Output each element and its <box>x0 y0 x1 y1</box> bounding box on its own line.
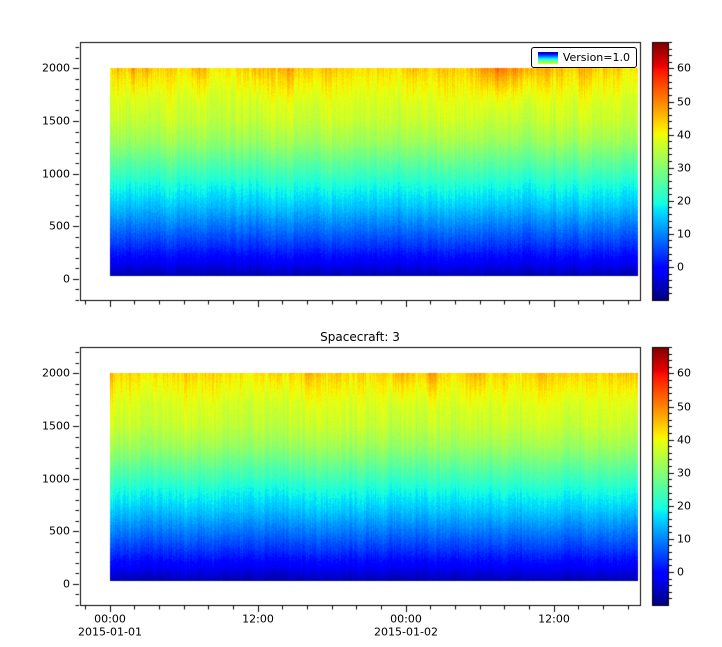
colormap-swatch-icon <box>537 51 558 64</box>
y-tick-label: 1500 <box>42 419 70 433</box>
colorbar-tick-label: 10 <box>677 227 691 241</box>
x-tick-label: 00:00 <box>94 612 126 626</box>
legend: Version=1.0 <box>530 47 637 68</box>
y-tick-label: 2000 <box>42 61 70 75</box>
colorbar-tick-label: 0 <box>677 565 684 579</box>
y-tick-label: 1500 <box>42 114 70 128</box>
colorbar-tick-label: 40 <box>677 128 691 142</box>
colorbar-tick-label: 30 <box>677 161 691 175</box>
x-date-label: 2015-01-01 <box>78 625 142 639</box>
y-tick-label: 0 <box>63 272 70 286</box>
y-tick-label: 1000 <box>42 472 70 486</box>
legend-label: Version=1.0 <box>562 51 630 64</box>
colorbar-tick-label: 50 <box>677 95 691 109</box>
bottom-panel-title: Spacecraft: 3 <box>320 330 400 344</box>
colorbar-tick-label: 10 <box>677 532 691 546</box>
colorbar-tick-label: 20 <box>677 499 691 513</box>
y-tick-label: 1000 <box>42 167 70 181</box>
y-tick-label: 2000 <box>42 366 70 380</box>
colorbar-tick-label: 60 <box>677 61 691 75</box>
colorbar-tick-label: 40 <box>677 433 691 447</box>
colorbar-tick-label: 0 <box>677 260 684 274</box>
y-tick-label: 0 <box>63 577 70 591</box>
colorbar-tick-label: 20 <box>677 194 691 208</box>
colorbar-tick-label: 30 <box>677 466 691 480</box>
colorbar-tick-label: 60 <box>677 366 691 380</box>
x-tick-label: 12:00 <box>242 612 274 626</box>
x-tick-label: 00:00 <box>390 612 422 626</box>
y-tick-label: 500 <box>49 524 70 538</box>
y-tick-label: 500 <box>49 219 70 233</box>
colorbar-tick-label: 50 <box>677 400 691 414</box>
x-tick-label: 12:00 <box>538 612 570 626</box>
x-date-label: 2015-01-02 <box>374 625 438 639</box>
